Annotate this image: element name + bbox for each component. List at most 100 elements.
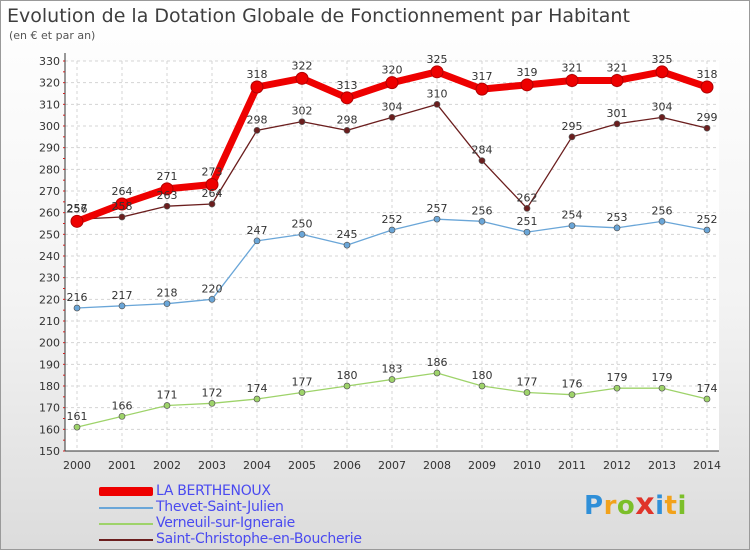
axes: 150 160 170 180 190 200 210 220 230 240 250 260 270 2… — [39, 53, 721, 472]
x-tick-label: 2014 — [693, 459, 721, 472]
data-label: 161 — [67, 410, 88, 423]
data-label: 180 — [472, 369, 493, 382]
x-tick-label: 2006 — [333, 459, 361, 472]
y-tick-label: 240 — [39, 250, 60, 263]
data-point — [658, 217, 666, 225]
data-point — [565, 74, 579, 87]
y-tick-label: 160 — [39, 423, 60, 436]
data-label: 313 — [337, 79, 358, 92]
data-label: 304 — [652, 100, 673, 113]
x-tick-label: 2008 — [423, 459, 451, 472]
data-point — [388, 226, 396, 234]
data-label: 179 — [652, 371, 673, 384]
logo-letter: i — [655, 491, 665, 521]
data-point — [655, 65, 669, 79]
data-point — [475, 82, 489, 96]
data-label: 318 — [697, 68, 718, 81]
y-tick-label: 190 — [39, 358, 60, 371]
data-point — [388, 376, 396, 383]
x-tick-label: 2003 — [198, 459, 226, 472]
data-point — [568, 222, 576, 230]
data-point — [430, 65, 444, 79]
data-point — [613, 224, 621, 232]
data-point — [433, 100, 441, 108]
legend-label: Saint-Christophe-en-Boucherie — [156, 531, 362, 547]
data-label: 253 — [607, 211, 628, 224]
data-point — [523, 228, 531, 236]
x-tick-label: 2001 — [108, 459, 136, 472]
x-tick-label: 2011 — [558, 459, 586, 472]
logo-letter: o — [616, 491, 636, 521]
logo-letter: t — [664, 491, 678, 521]
data-point — [658, 384, 666, 392]
data-label: 264 — [112, 185, 133, 198]
data-label: 217 — [112, 289, 133, 302]
y-tick-label: 300 — [39, 120, 60, 133]
y-tick-label: 200 — [39, 337, 60, 350]
data-label: 257 — [67, 202, 88, 215]
y-tick-label: 220 — [39, 293, 60, 306]
data-point — [478, 217, 486, 225]
data-point — [520, 78, 534, 92]
data-label: 247 — [247, 224, 268, 237]
legend-label: Verneuil-sur-Igneraie — [156, 515, 295, 531]
legend-label: Thevet-Saint-Julien — [156, 499, 284, 515]
logo-letter: x — [635, 487, 656, 522]
data-label: 298 — [247, 113, 268, 126]
data-label: 176 — [562, 378, 583, 391]
legend-swatch — [99, 507, 153, 509]
data-point — [385, 76, 399, 90]
chart-subtitle: (en € et par an) — [9, 29, 96, 42]
data-label: 171 — [157, 389, 178, 402]
data-label: 298 — [337, 113, 358, 126]
y-tick-label: 250 — [39, 228, 60, 241]
x-tick-label: 2010 — [513, 459, 541, 472]
data-point — [703, 395, 711, 403]
y-tick-label: 290 — [39, 142, 60, 155]
series-lines — [70, 65, 714, 431]
data-point — [163, 202, 171, 210]
data-point — [613, 384, 621, 392]
data-point — [160, 182, 174, 196]
data-label: 252 — [382, 213, 403, 226]
data-label: 174 — [697, 382, 718, 395]
data-point — [658, 113, 666, 121]
data-label: 250 — [292, 217, 313, 230]
y-tick-label: 270 — [39, 185, 60, 198]
x-tick-label: 2005 — [288, 459, 316, 472]
data-point — [73, 304, 81, 312]
logo-letter: P — [584, 491, 604, 521]
data-label: 301 — [607, 107, 628, 120]
data-point — [523, 389, 531, 396]
data-point — [343, 126, 351, 134]
data-labels: 257 258 263 264 298 302 298 304 310 284 262 295 301 3… — [67, 53, 718, 423]
logo-letter: i — [677, 491, 687, 521]
data-point — [208, 200, 216, 208]
data-point — [343, 382, 351, 390]
x-tick-label: 2007 — [378, 459, 406, 472]
data-point — [298, 118, 306, 126]
data-point — [253, 395, 261, 403]
data-point — [250, 80, 264, 94]
data-label: 166 — [112, 399, 133, 412]
data-label: 321 — [607, 62, 628, 75]
data-label: 273 — [202, 166, 223, 179]
y-tick-label: 210 — [39, 315, 60, 328]
legend-swatch — [99, 487, 153, 496]
data-label: 304 — [382, 100, 403, 113]
data-label: 258 — [112, 200, 133, 213]
data-label: 319 — [517, 66, 538, 79]
data-point — [298, 230, 306, 238]
legend-label: LA BERTHENOUX — [156, 483, 271, 499]
y-tick-label: 320 — [39, 77, 60, 90]
data-label: 256 — [67, 202, 88, 215]
y-tick-label: 170 — [39, 402, 60, 415]
data-label: 320 — [382, 64, 403, 77]
data-label: 254 — [562, 209, 583, 222]
data-label: 180 — [337, 369, 358, 382]
data-point — [253, 126, 261, 134]
data-label: 245 — [337, 228, 358, 241]
legend-swatch — [99, 523, 153, 525]
data-label: 256 — [472, 204, 493, 217]
